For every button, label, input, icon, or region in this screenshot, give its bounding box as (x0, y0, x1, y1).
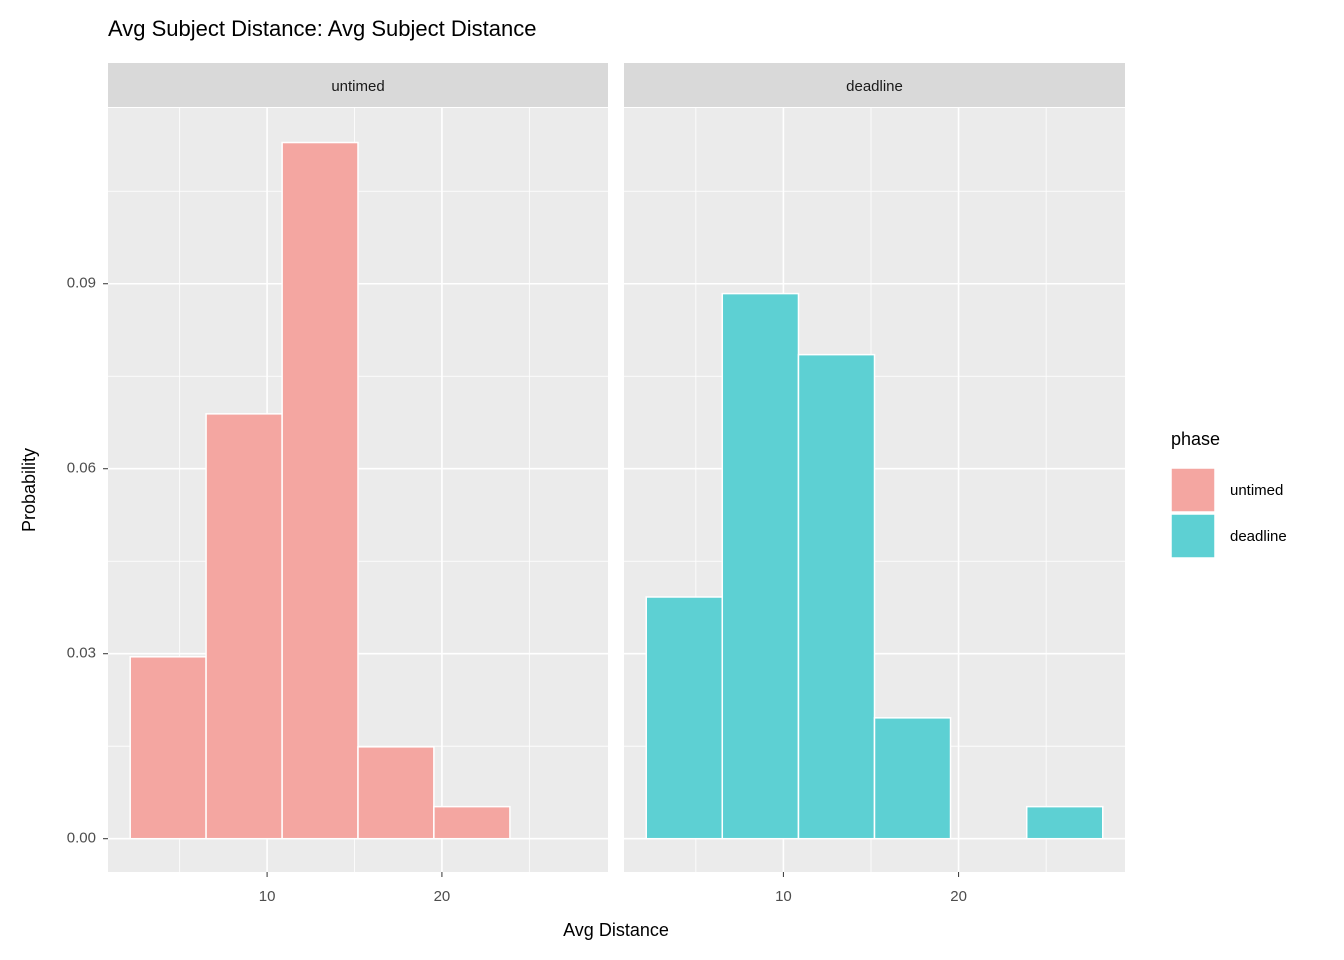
facet-strip (624, 63, 1125, 107)
legend-label: untimed (1230, 482, 1283, 499)
chart-title: Avg Subject Distance: Avg Subject Distan… (108, 16, 536, 41)
facet-label: untimed (331, 78, 384, 95)
legend-key (1170, 467, 1216, 513)
y-tick-label: 0.03 (67, 645, 96, 662)
x-tick-label: 10 (259, 888, 276, 905)
y-tick-label: 0.06 (67, 460, 96, 477)
facet-strip (108, 63, 608, 107)
histogram-bar (797, 353, 876, 840)
x-tick-label: 20 (434, 888, 451, 905)
y-tick-label: 0.09 (67, 275, 96, 292)
histogram-bar (645, 596, 724, 840)
y-axis-label: Probability (19, 448, 39, 532)
legend-key (1170, 513, 1216, 559)
legend-label: deadline (1230, 528, 1287, 545)
facet-label: deadline (846, 78, 903, 95)
histogram-bar (721, 292, 800, 840)
y-tick-label: 0.00 (67, 830, 96, 847)
histogram-bar (205, 413, 283, 840)
legend-title: phase (1171, 429, 1220, 449)
x-axis-label: Avg Distance (563, 920, 669, 940)
histogram-bar (281, 141, 359, 840)
x-tick-label: 10 (775, 888, 792, 905)
histogram-bar (129, 656, 207, 840)
x-tick-label: 20 (950, 888, 967, 905)
histogram-bar (357, 746, 435, 840)
histogram-bar (873, 717, 952, 840)
histogram-bar (1025, 805, 1104, 840)
histogram-bar (433, 805, 511, 840)
